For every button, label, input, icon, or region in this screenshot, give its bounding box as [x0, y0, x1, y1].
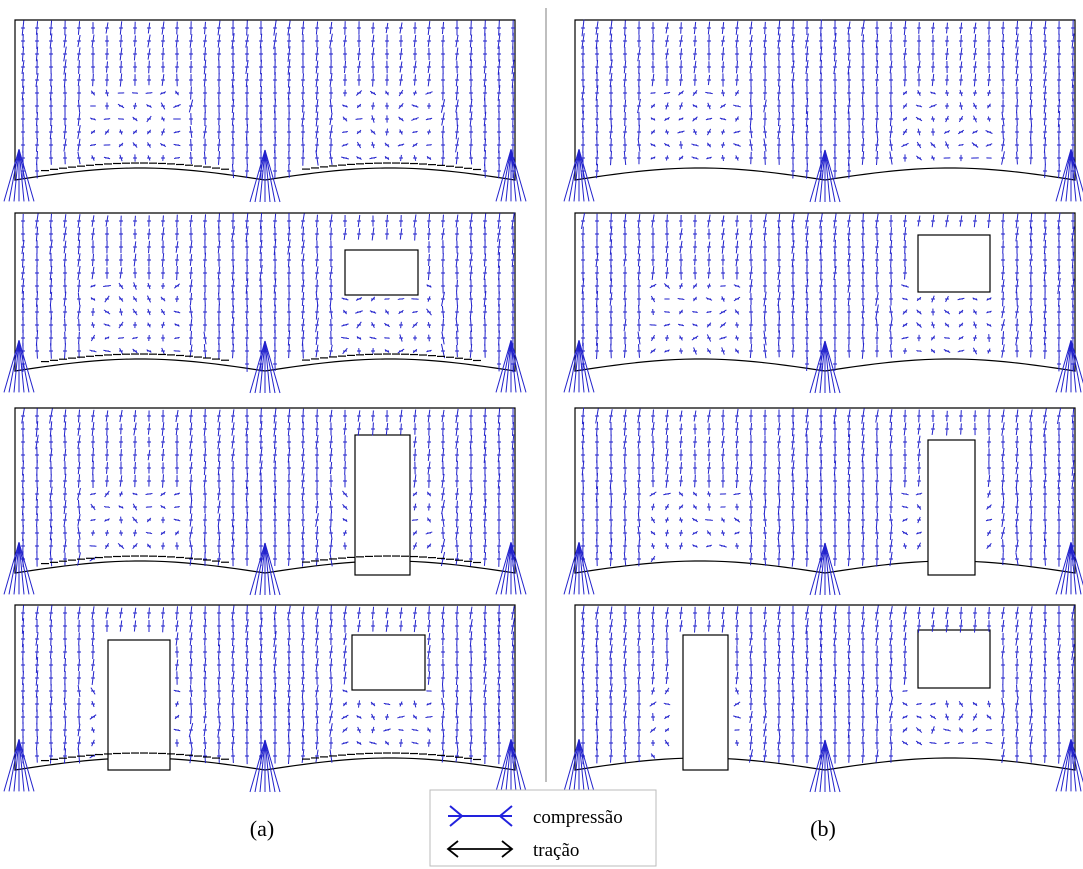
support-fan: [255, 341, 265, 393]
support-fan: [19, 542, 29, 594]
support-fan: [255, 543, 265, 595]
stress-field: [4, 213, 526, 393]
support-fan: [265, 543, 275, 595]
support-fan: [511, 542, 521, 594]
support-fan: [9, 149, 19, 201]
opening: [355, 435, 410, 575]
support-fan: [1061, 340, 1071, 392]
support-fan: [579, 149, 589, 201]
opening: [345, 250, 418, 295]
stress-field: [4, 408, 526, 595]
figure: (a) (b) compressão tração: [0, 0, 1083, 869]
support-fan: [19, 739, 29, 791]
support-fan: [501, 149, 511, 201]
support-fan: [265, 341, 275, 393]
support-fan: [511, 739, 521, 791]
opening: [918, 235, 990, 292]
stress-field: [564, 20, 1083, 202]
support-fan: [9, 340, 19, 392]
stress-field: [4, 20, 526, 202]
support-fan: [19, 340, 29, 392]
panels: [4, 20, 1083, 792]
support-fan: [569, 340, 579, 392]
support-fan: [569, 149, 579, 201]
opening: [352, 635, 425, 690]
support-fan: [9, 739, 19, 791]
opening: [108, 640, 170, 770]
stress-field: [4, 605, 526, 792]
support-fan: [815, 341, 825, 393]
stress-field: [564, 213, 1083, 393]
support-fan: [825, 341, 835, 393]
support-fan: [255, 740, 265, 792]
support-fan: [501, 739, 511, 791]
support-fan: [501, 340, 511, 392]
opening: [928, 440, 975, 575]
support-fan: [19, 149, 29, 201]
support-fan: [265, 740, 275, 792]
support-fan: [501, 542, 511, 594]
support-fan: [1061, 149, 1071, 201]
support-fan: [9, 542, 19, 594]
support-fan: [579, 340, 589, 392]
stress-field: [564, 408, 1083, 595]
